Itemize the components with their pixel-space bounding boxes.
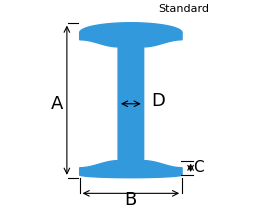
Text: C: C bbox=[193, 160, 204, 175]
Text: D: D bbox=[151, 92, 165, 110]
Polygon shape bbox=[80, 23, 182, 33]
Polygon shape bbox=[80, 175, 182, 178]
Polygon shape bbox=[80, 33, 182, 175]
Text: Standard: Standard bbox=[158, 4, 209, 14]
Text: A: A bbox=[51, 95, 63, 113]
Text: B: B bbox=[125, 191, 137, 209]
